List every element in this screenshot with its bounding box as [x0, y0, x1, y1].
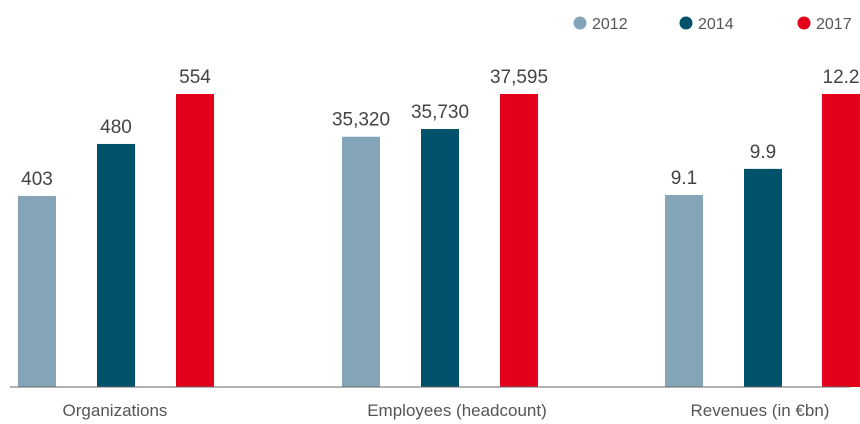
value-label-organizations-2012: 403: [21, 169, 53, 190]
legend-marker-2014: [679, 16, 693, 30]
group-revenues-in-bn: 9.1 9.9 12.2: [665, 67, 860, 387]
category-labels: Organizations Employees (headcount) Revenu…: [63, 401, 830, 420]
category-label-revenues-in-bn: Revenues (in €bn): [691, 401, 830, 420]
bar-organizations-2012: [18, 195, 56, 387]
value-label-employees-headcount-2012: 35,320: [332, 110, 390, 131]
bar-revenues-in-bn-2012: [665, 194, 703, 387]
legend-label-2012: 2012: [592, 16, 628, 33]
category-label-organizations: Organizations: [63, 401, 168, 420]
legend-label-2017: 2017: [816, 16, 852, 33]
group-organizations: 403 480 554: [18, 67, 214, 387]
value-label-organizations-2014: 480: [100, 117, 132, 138]
value-label-employees-headcount-2014: 35,730: [411, 102, 469, 123]
value-label-revenues-in-bn-2014: 9.9: [750, 142, 776, 163]
value-label-organizations-2017: 554: [179, 67, 211, 88]
bar-employees-headcount-2014: [421, 129, 459, 388]
bar-employees-headcount-2017: [500, 94, 538, 387]
bar-employees-headcount-2012: [342, 136, 380, 387]
value-label-employees-headcount-2017: 37,595: [490, 67, 548, 88]
legend-marker-2017: [797, 16, 811, 30]
legend: 2012 2014 2017: [573, 16, 852, 33]
value-label-revenues-in-bn-2017: 12.2: [823, 67, 860, 88]
bar-revenues-in-bn-2014: [744, 168, 782, 387]
legend-label-2014: 2014: [698, 16, 734, 33]
group-employees-headcount: 35,320 35,730 37,595: [332, 67, 548, 388]
legend-marker-2012: [573, 16, 587, 30]
value-label-revenues-in-bn-2012: 9.1: [671, 168, 697, 189]
category-label-employees-headcount: Employees (headcount): [367, 401, 547, 420]
chart-groups: 403 480 554 35,320 35,730 37,595 9.1 9.9 12.2: [18, 67, 860, 388]
bar-revenues-in-bn-2017: [822, 94, 860, 387]
bar-organizations-2017: [176, 94, 214, 387]
bar-organizations-2014: [97, 143, 135, 387]
